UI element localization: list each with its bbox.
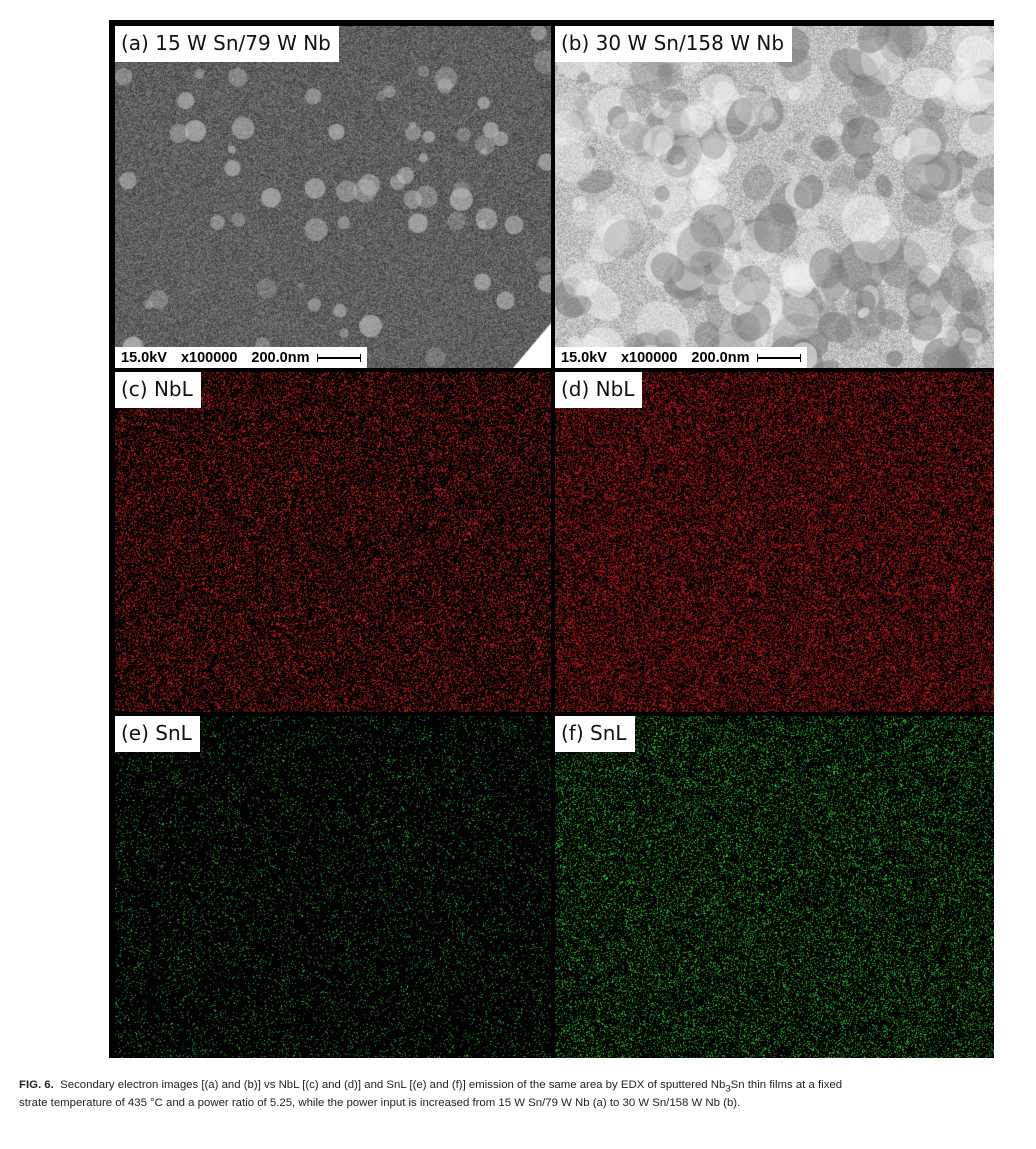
scale-bar-icon [757,354,802,362]
panel-label-f: (f) SnL [555,716,635,752]
caption-line-1a: Secondary electron images [(a) and (b)] … [60,1079,726,1091]
panel-label-c: (c) NbL [115,372,201,408]
magnification: x100000 [620,350,678,366]
panel-b-sem-image: (b) 30 W Sn/158 W Nb 15.0kV x100000 200.… [555,26,994,368]
panel-f-snl-map: (f) SnL [555,716,994,1058]
panel-d-nbl-map: (d) NbL [555,372,994,712]
scale-bar-icon [317,354,362,362]
panel-label-a: (a) 15 W Sn/79 W Nb [115,26,339,62]
panel-label-e: (e) SnL [115,716,200,752]
panel-a-sem-image: (a) 15 W Sn/79 W Nb 15.0kV x100000 200.0… [115,26,551,368]
figure-caption: FIG. 6. Secondary electron images [(a) a… [19,1078,1036,1111]
panel-label-d: (d) NbL [555,372,643,408]
caption-line-2: strate temperature of 435 °C and a power… [19,1097,741,1110]
figure-6: (a) 15 W Sn/79 W Nb 15.0kV x100000 200.0… [109,20,994,1058]
panel-e-snl-map: (e) SnL [115,716,551,1058]
edx-map-c [115,372,551,712]
magnification: x100000 [180,350,238,366]
scale-bar-b: 15.0kV x100000 200.0nm [555,347,808,368]
accelerating-voltage: 15.0kV [561,350,607,366]
edx-map-d [555,372,994,712]
edx-map-e [115,716,551,1058]
caption-line-1b: Sn thin films at a fixed [730,1079,843,1091]
edx-map-f [555,716,994,1058]
subscript-3: 3 [725,1083,731,1095]
scale-length: 200.0nm [691,350,750,366]
accelerating-voltage: 15.0kV [121,350,167,366]
scale-length: 200.0nm [251,350,310,366]
panel-c-nbl-map: (c) NbL [115,372,551,712]
panel-label-b: (b) 30 W Sn/158 W Nb [555,26,793,62]
scale-bar-a: 15.0kV x100000 200.0nm [115,347,368,368]
sem-image-b [555,26,994,368]
sem-image-a [115,26,551,368]
figure-number: FIG. 6. [19,1079,54,1091]
